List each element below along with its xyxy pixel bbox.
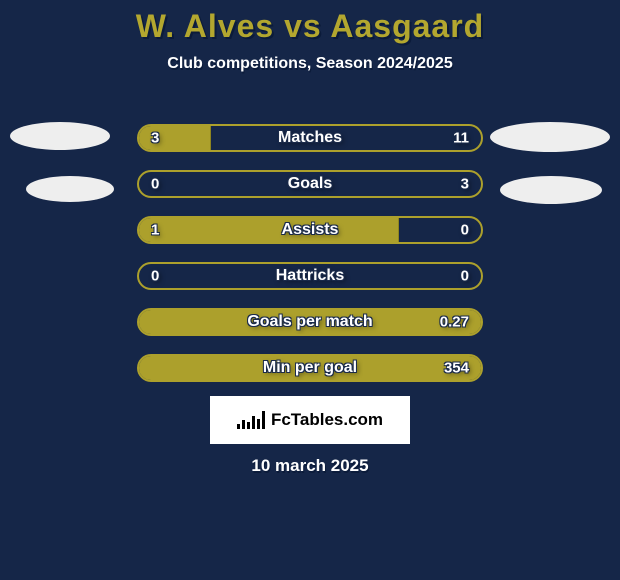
stat-value-right: 11 [453,130,469,147]
stat-bar-fill [139,126,211,150]
stat-label: Hattricks [139,267,481,285]
stat-value-right: 3 [461,176,469,193]
page-title: W. Alves vs Aasgaard [0,0,620,45]
player-avatar-right-2 [500,176,602,204]
stat-row: Matches311 [137,124,483,152]
player-avatar-left-2 [26,176,114,202]
stat-row: Assists10 [137,216,483,244]
subtitle: Club competitions, Season 2024/2025 [0,55,620,73]
stat-value-right: 0 [461,222,469,239]
stat-bar-fill [139,356,481,380]
stat-row: Hattricks0 0 [137,262,483,290]
stat-value-left: 0 [151,176,159,193]
date-label: 10 march 2025 [0,456,620,476]
stat-bar-fill [139,218,399,242]
stat-value-left: 0 [151,268,159,285]
player-avatar-right [490,122,610,152]
comparison-card: W. Alves vs Aasgaard Club competitions, … [0,0,620,580]
stat-row: Min per goal354 [137,354,483,382]
fctables-logo: FcTables.com [210,396,410,444]
stat-label: Goals [139,175,481,193]
stat-value-right: 0 [461,268,469,285]
logo-bars-icon [237,411,265,429]
stat-row: Goals0 3 [137,170,483,198]
logo-text: FcTables.com [271,410,383,430]
comparison-bars: Matches311Goals03Assists10Hattricks00Goa… [137,124,483,400]
stat-bar-fill [139,310,481,334]
player-avatar-left [10,122,110,150]
stat-row: Goals per match0.27 [137,308,483,336]
